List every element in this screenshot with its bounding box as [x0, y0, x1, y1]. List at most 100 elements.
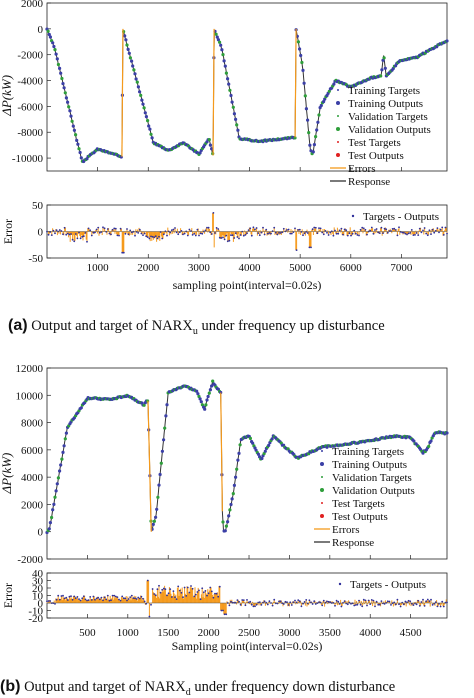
data-point-b	[52, 502, 56, 506]
caption-b-sub: d	[185, 686, 191, 698]
y-tick-label-b: 10000	[16, 390, 44, 402]
data-point-b	[208, 388, 212, 392]
data-point-b	[228, 508, 232, 512]
error-point-a	[438, 231, 440, 234]
error-point-b	[230, 600, 232, 603]
error-y-tick-label-b: 40	[32, 568, 44, 580]
error-point-a	[206, 226, 208, 229]
error-point-a	[249, 227, 252, 230]
legend-label-a: Test Targets	[348, 137, 401, 149]
error-point-a	[154, 235, 157, 238]
data-point-a	[48, 35, 53, 39]
error-point-b	[438, 603, 440, 605]
caption-b-rest: under frequency down disturbance	[190, 679, 396, 695]
data-point-a	[226, 77, 230, 81]
error-point-b	[103, 596, 106, 599]
error-point-a	[441, 226, 444, 229]
data-point-b	[270, 437, 274, 441]
error-point-b	[167, 592, 170, 595]
data-point-b	[219, 390, 223, 395]
error-point-b	[406, 601, 408, 604]
error-point-b	[146, 579, 149, 582]
error-point-b	[350, 602, 352, 605]
data-point-a	[150, 136, 154, 140]
error-point-b	[441, 600, 444, 603]
data-point-b	[229, 502, 233, 507]
error-point-b	[313, 600, 316, 603]
error-point-a	[314, 226, 317, 229]
error-point-a	[362, 227, 365, 230]
data-point-a	[140, 98, 144, 102]
error-point-b	[194, 593, 197, 596]
error-point-a	[329, 231, 332, 234]
data-point-b	[151, 522, 155, 527]
data-point-b	[152, 519, 156, 523]
data-point-b	[61, 450, 65, 454]
error-point-a	[412, 234, 415, 237]
error-point-a	[92, 231, 95, 234]
error-point-a	[66, 232, 69, 235]
error-point-a	[228, 239, 231, 242]
data-point-a	[138, 90, 142, 94]
error-point-b	[268, 600, 271, 603]
data-point-a	[314, 135, 318, 139]
error-point-b	[122, 597, 125, 600]
error-y-axis-label-b: Error	[1, 583, 15, 608]
error-point-b	[241, 599, 244, 601]
error-point-b	[409, 600, 412, 603]
error-point-a	[436, 227, 439, 230]
data-point-a	[125, 43, 129, 47]
legend-label-a: Validation Outputs	[348, 124, 431, 136]
error-point-a	[84, 232, 87, 234]
data-point-a	[301, 68, 305, 72]
error-point-a	[106, 228, 109, 230]
data-point-a	[62, 86, 66, 90]
data-point-a	[126, 47, 130, 52]
error-point-b	[214, 592, 216, 595]
error-point-a	[196, 228, 199, 231]
error-point-b	[354, 604, 357, 606]
caption-a-tag: (a)	[8, 317, 28, 334]
error-point-a	[359, 228, 362, 231]
error-point-b	[265, 601, 268, 604]
legend-label-b: Validation Targets	[332, 472, 412, 484]
error-point-b	[198, 589, 200, 592]
data-point-a	[70, 119, 74, 123]
error-point-b	[217, 595, 220, 598]
error-point-a	[140, 232, 143, 235]
x-tick-label-a: 5000	[289, 262, 312, 274]
error-point-b	[76, 596, 79, 598]
error-point-b	[196, 591, 199, 593]
caption-a: (a) Output and target of NARXu under fre…	[8, 317, 385, 337]
error-point-a	[55, 229, 58, 232]
data-point-b	[210, 384, 214, 388]
error-point-b	[428, 600, 431, 602]
error-point-a	[313, 226, 316, 229]
error-point-a	[350, 234, 352, 237]
error-point-b	[290, 604, 293, 606]
error-point-b	[334, 604, 336, 607]
error-point-b	[423, 605, 426, 607]
error-point-a	[274, 231, 277, 234]
error-point-b	[218, 585, 221, 588]
data-point-a	[232, 112, 236, 116]
error-point-b	[106, 594, 109, 597]
data-point-a	[311, 150, 315, 154]
error-point-b	[193, 595, 196, 598]
data-point-b	[54, 489, 58, 493]
error-point-b	[327, 600, 330, 603]
error-point-b	[422, 598, 424, 601]
error-point-b	[274, 602, 277, 605]
error-point-b	[166, 594, 168, 597]
data-point-b	[234, 475, 238, 479]
error-point-a	[433, 231, 436, 234]
legend-label-b: Test Targets	[332, 498, 385, 510]
data-point-a	[198, 151, 202, 155]
error-y-tick-label-a: 0	[38, 227, 44, 239]
error-point-b	[396, 598, 399, 601]
data-point-a	[222, 59, 226, 63]
error-point-a	[50, 234, 53, 237]
error-point-a	[340, 227, 343, 230]
error-point-a	[297, 229, 300, 231]
data-point-a	[445, 39, 449, 43]
